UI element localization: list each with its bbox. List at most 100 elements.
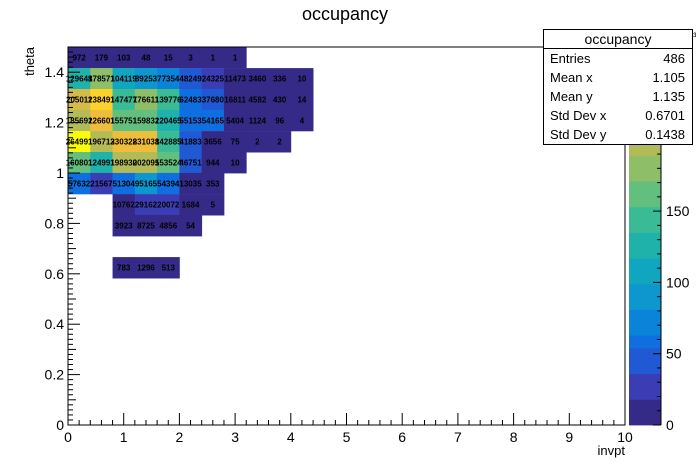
cell-value-label: 89253 (135, 75, 158, 84)
cell-value-label: 54 (186, 222, 195, 231)
heatmap-cell (268, 68, 292, 90)
heatmap-cell (68, 46, 91, 69)
heatmap-cell (201, 109, 225, 132)
cell-value-label: 139776 (155, 96, 182, 105)
cell-value-label: 41883 (179, 138, 202, 147)
cell-value-label: 5404 (226, 116, 244, 125)
heatmap-cell (157, 89, 180, 111)
heatmap-cell (223, 152, 247, 174)
heatmap-cell (90, 109, 113, 132)
cell-value-label: 147477 (110, 96, 137, 105)
x-tick-label: 3 (231, 429, 239, 445)
color-scale-step (629, 155, 661, 169)
cell-value-label: 16811 (224, 96, 246, 105)
stats-value: 1.135 (652, 89, 685, 104)
x-tick-label: 8 (510, 429, 518, 445)
x-axis-label: invpt (598, 443, 626, 458)
cell-value-label: 185691 (66, 116, 93, 125)
cell-value-label: 1684 (182, 201, 200, 210)
color-scale-step (629, 206, 661, 221)
cell-value-label: 1296 (137, 264, 155, 273)
x-tick-label: 6 (398, 429, 406, 445)
x-tick-label: 2 (176, 429, 184, 445)
heatmap-cell (134, 131, 158, 153)
heatmap-cell (179, 109, 203, 132)
cell-value-label: 129648 (66, 75, 93, 84)
heatmap-cell (179, 152, 203, 174)
cell-value-label: 230328 (110, 138, 137, 147)
heatmap-cell (201, 152, 225, 174)
heatmap-cell (112, 46, 136, 69)
heatmap-cell (157, 109, 180, 132)
color-scale-step (629, 412, 661, 426)
heatmap-cell (179, 215, 203, 237)
color-scale-step (629, 168, 661, 182)
cell-value-label: 264991 (66, 138, 93, 147)
y-tick-label: 1 (56, 165, 64, 181)
cell-value-label: 55153 (179, 116, 202, 125)
cell-value-label: 153524 (155, 159, 182, 168)
heatmap-cell (246, 131, 269, 153)
stats-value: 0.1438 (645, 127, 685, 142)
stats-title: occupancy (544, 30, 692, 49)
heatmap-cell (157, 152, 180, 174)
heatmap-cell (157, 215, 180, 237)
x-axis: 0 1 2 3 4 5 6 7 8 9 10 (64, 413, 633, 445)
color-scale-step (629, 309, 661, 323)
heatmap-cell (179, 46, 203, 69)
cell-value-label: 96 (275, 116, 284, 125)
color-scale-step (629, 360, 661, 375)
heatmap-cell (157, 194, 180, 216)
y-axis-label: theta (22, 46, 37, 76)
heatmap-cell (112, 215, 136, 237)
cell-value-label: 972 (72, 53, 86, 62)
stats-value: 1.105 (652, 70, 685, 85)
cell-value-label: 205011 (66, 96, 93, 105)
color-scale-step (629, 283, 661, 298)
cell-value-label: 77354 (157, 75, 180, 84)
cell-value-label: 1 (233, 53, 238, 62)
cell-value-label: 160801 (66, 159, 93, 168)
heatmap-cell (68, 172, 91, 195)
heatmap-cell (68, 68, 91, 90)
x-tick-label: 5 (343, 429, 351, 445)
cell-value-label: 3460 (248, 75, 266, 84)
cell-value-label: 57632 (68, 179, 91, 188)
x-tick-label: 10 (617, 429, 633, 445)
y-tick-label: 1.4 (45, 64, 65, 80)
color-scale-step (629, 258, 661, 272)
heatmap-cell (157, 257, 180, 279)
cell-value-label: 179 (95, 53, 109, 62)
heatmap-cell (68, 109, 91, 132)
cell-value-label: 3656 (204, 138, 222, 147)
cell-value-label: 14 (297, 96, 306, 105)
cell-value-label: 8725 (137, 222, 155, 231)
cell-value-label: 20072 (157, 201, 180, 210)
heatmap-cell (112, 257, 136, 279)
heatmap-cell (112, 131, 136, 153)
color-scale-step (629, 322, 661, 336)
cell-value-label: 2 (255, 138, 260, 147)
cell-value-label: 783 (117, 264, 131, 273)
cell-value-label: 3923 (115, 222, 133, 231)
heatmap-cell (201, 194, 225, 216)
color-scale-step (629, 245, 661, 259)
cell-value-label: 196713 (88, 138, 115, 147)
stats-label: Mean y (550, 89, 593, 104)
color-scale-step (629, 296, 661, 310)
cell-value-label: 226601 (88, 116, 115, 125)
cell-value-label: 4 (300, 116, 305, 125)
cell-value-label: 120465 (155, 116, 182, 125)
heatmap-cell (223, 109, 247, 132)
heatmap-cell (268, 109, 292, 132)
heatmap-cell (179, 194, 203, 216)
heatmap-cell (90, 152, 113, 174)
cell-value-label: 46751 (179, 159, 202, 168)
stats-value: 0.6701 (645, 108, 685, 123)
cell-value-label: 10 (297, 75, 306, 84)
heatmap-cell (179, 89, 203, 111)
color-scale-step (629, 219, 661, 233)
heatmap-cell (179, 68, 203, 90)
